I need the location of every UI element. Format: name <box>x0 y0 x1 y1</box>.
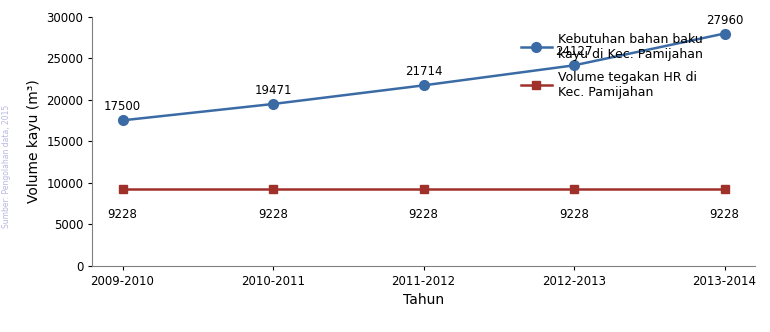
Text: 9228: 9228 <box>258 208 288 221</box>
Volume tegakan HR di
Kec. Pamijahan <box>720 187 729 191</box>
Kebutuhan bahan baku
kayu di Kec. Pamijahan <box>720 32 729 36</box>
Volume tegakan HR di
Kec. Pamijahan <box>419 187 428 191</box>
Text: 9228: 9228 <box>559 208 589 221</box>
Kebutuhan bahan baku
kayu di Kec. Pamijahan <box>118 119 127 123</box>
Text: 19471: 19471 <box>254 84 292 97</box>
Text: 9228: 9228 <box>108 208 137 221</box>
Volume tegakan HR di
Kec. Pamijahan <box>269 187 278 191</box>
Text: 27960: 27960 <box>706 14 743 27</box>
Volume tegakan HR di
Kec. Pamijahan <box>569 187 578 191</box>
X-axis label: Tahun: Tahun <box>403 293 444 307</box>
Kebutuhan bahan baku
kayu di Kec. Pamijahan <box>269 102 278 106</box>
Text: 17500: 17500 <box>104 100 141 114</box>
Text: 21714: 21714 <box>405 65 442 78</box>
Text: 24127: 24127 <box>555 45 593 58</box>
Legend: Kebutuhan bahan baku
kayu di Kec. Pamijahan, Volume tegakan HR di
Kec. Pamijahan: Kebutuhan bahan baku kayu di Kec. Pamija… <box>516 28 708 104</box>
Kebutuhan bahan baku
kayu di Kec. Pamijahan <box>419 83 428 87</box>
Line: Volume tegakan HR di
Kec. Pamijahan: Volume tegakan HR di Kec. Pamijahan <box>119 185 728 193</box>
Y-axis label: Volume kayu (m³): Volume kayu (m³) <box>27 79 41 203</box>
Kebutuhan bahan baku
kayu di Kec. Pamijahan <box>569 63 578 67</box>
Text: 9228: 9228 <box>710 208 739 221</box>
Text: Sumber: Pengolahan data, 2015: Sumber: Pengolahan data, 2015 <box>2 104 11 228</box>
Text: 9228: 9228 <box>409 208 438 221</box>
Volume tegakan HR di
Kec. Pamijahan <box>118 187 127 191</box>
Line: Kebutuhan bahan baku
kayu di Kec. Pamijahan: Kebutuhan bahan baku kayu di Kec. Pamija… <box>118 29 729 125</box>
